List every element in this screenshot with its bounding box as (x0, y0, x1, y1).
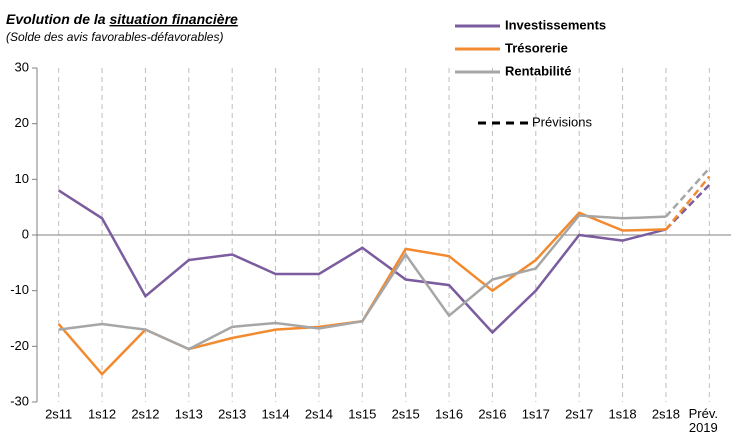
x-tick-label: 2s11 (45, 406, 72, 421)
x-tick-label: 1s15 (348, 406, 376, 421)
x-tick-label: 2s17 (565, 406, 593, 421)
x-tick-label: 1s13 (175, 406, 203, 421)
x-tick-label: 2s13 (218, 406, 246, 421)
x-tick-label: 2s14 (305, 406, 333, 421)
legend-label: Investissements (505, 17, 606, 32)
forecast-line (664, 175, 711, 231)
series-line (58, 214, 666, 351)
y-tick-label: 0 (22, 226, 29, 241)
series-line (58, 189, 667, 335)
legend-label: Trésorerie (505, 40, 568, 55)
x-tick-label: 1s12 (88, 406, 116, 421)
legend-label: Prévisions (532, 114, 592, 129)
y-tick-label: 20 (15, 115, 29, 130)
y-tick-label: -20 (10, 338, 29, 353)
x-tick-label: 1s16 (435, 406, 463, 421)
y-tick-label: 10 (15, 171, 29, 186)
title-underlined: situation financière (109, 11, 238, 27)
x-tick-label: 2s18 (652, 406, 680, 421)
x-tick-label-line: Prév. (689, 406, 718, 421)
y-tick-label: -10 (10, 282, 29, 297)
x-tick-label-line: 2019 (689, 420, 718, 435)
x-tick-label: 1s17 (522, 406, 550, 421)
chart-subtitle: (Solde des avis favorables-défavorables) (6, 30, 223, 44)
forecast-line (665, 167, 711, 218)
x-tick-label: 2s16 (478, 406, 506, 421)
legend-label: Rentabilité (505, 63, 571, 78)
y-tick-label: -30 (10, 393, 29, 408)
y-tick-label: 30 (15, 59, 29, 74)
title-plain: Evolution de la (6, 11, 106, 27)
x-tick-label: 1s18 (608, 406, 636, 421)
x-tick-label: 2s12 (131, 406, 159, 421)
chart-title: Evolution de la situation financière (6, 11, 238, 27)
x-tick-label: 1s14 (261, 406, 289, 421)
x-tick-label: 2s15 (392, 406, 420, 421)
x-tick-label: Prév. 2019 (689, 406, 718, 435)
